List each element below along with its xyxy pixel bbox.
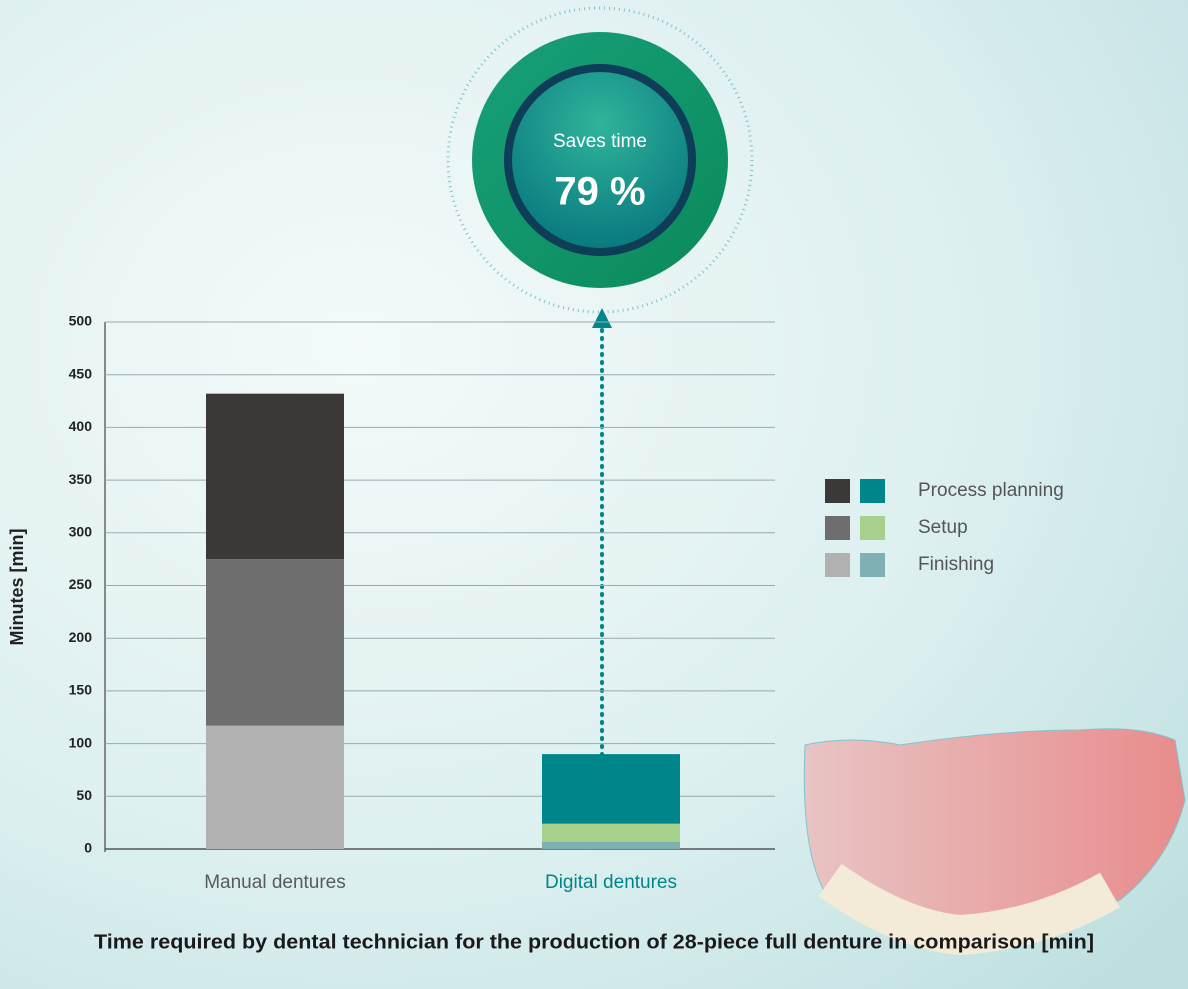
badge-core — [512, 72, 688, 248]
y-tick-label: 500 — [69, 313, 93, 329]
legend-swatch — [860, 553, 885, 577]
bar-segment — [206, 559, 344, 726]
denture-illustration — [803, 728, 1186, 956]
bar-segment — [206, 725, 344, 849]
legend-swatch — [860, 516, 885, 540]
bar-segment — [542, 754, 680, 824]
bar-segment — [542, 823, 680, 842]
legend-label: Process planning — [918, 480, 1064, 501]
y-axis-label: Minutes [min] — [7, 529, 27, 646]
y-tick-label: 400 — [69, 418, 93, 434]
legend-swatch — [825, 516, 850, 540]
badge-label: Saves time — [553, 131, 647, 152]
y-tick-label: 100 — [69, 734, 93, 750]
badge-value: 79 % — [554, 170, 645, 214]
legend-swatch — [825, 479, 850, 503]
legend-swatch — [860, 479, 885, 503]
badge-halo — [446, 6, 754, 314]
y-tick-label: 150 — [69, 682, 93, 698]
y-tick-label: 300 — [69, 524, 93, 540]
y-tick-label: 200 — [69, 629, 93, 645]
chart-title: Time required by dental technician for t… — [94, 931, 1094, 953]
y-tick-label: 50 — [76, 787, 92, 803]
y-tick-label: 350 — [69, 471, 93, 487]
y-tick-label: 450 — [69, 365, 93, 381]
x-tick-label: Manual dentures — [204, 872, 346, 893]
bar-segment — [542, 841, 680, 849]
arrow-head — [592, 308, 612, 328]
y-tick-label: 250 — [69, 576, 93, 592]
x-tick-label: Digital dentures — [545, 872, 677, 893]
legend-swatch — [825, 553, 850, 577]
bar-segment — [206, 393, 344, 560]
y-tick-label: 0 — [84, 840, 92, 856]
legend-label: Setup — [918, 517, 968, 538]
legend-label: Finishing — [918, 554, 994, 575]
